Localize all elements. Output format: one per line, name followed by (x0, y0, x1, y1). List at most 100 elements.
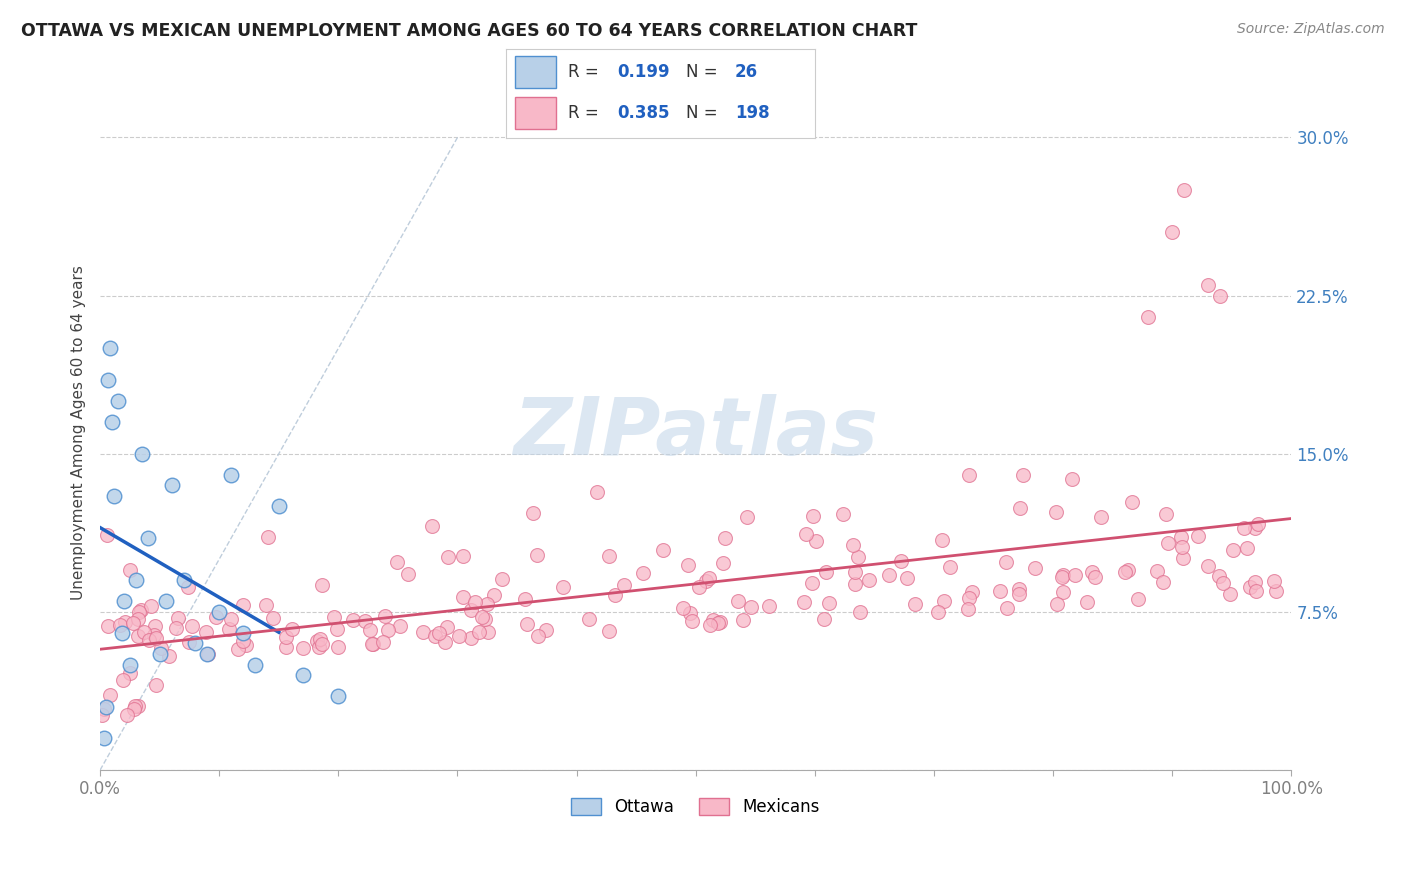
Point (139, 599, 162, 613)
Point (108, 618, 131, 632)
Point (326, 640, 349, 654)
Point (1247, 517, 1270, 532)
Point (274, 640, 297, 655)
Point (709, 615, 731, 630)
Point (97, 618, 120, 632)
Point (1244, 521, 1267, 535)
Point (94, 699, 117, 714)
Point (117, 707, 139, 722)
Point (311, 637, 333, 651)
Point (1137, 310, 1160, 324)
Point (1008, 500, 1031, 515)
Text: OTTAWA VS MEXICAN UNEMPLOYMENT AMONG AGES 60 TO 64 YEARS CORRELATION CHART: OTTAWA VS MEXICAN UNEMPLOYMENT AMONG AGE… (21, 22, 918, 40)
Point (232, 634, 254, 648)
Point (423, 630, 446, 644)
Point (232, 626, 254, 640)
Point (842, 537, 865, 551)
Point (420, 519, 443, 533)
Point (322, 610, 344, 624)
Point (960, 585, 983, 599)
Point (389, 619, 412, 633)
Point (484, 588, 506, 602)
Point (451, 549, 474, 563)
Point (697, 571, 720, 585)
Point (1121, 495, 1143, 509)
Point (374, 609, 396, 624)
Point (793, 595, 815, 609)
Point (844, 577, 866, 591)
Point (120, 665, 142, 680)
Point (166, 611, 188, 625)
Point (437, 549, 460, 564)
Text: 26: 26 (735, 63, 758, 81)
Point (1197, 559, 1219, 574)
Point (309, 632, 332, 647)
Point (927, 605, 949, 619)
Text: Source: ZipAtlas.com: Source: ZipAtlas.com (1237, 22, 1385, 37)
Text: ZIPatlas: ZIPatlas (513, 393, 879, 472)
Point (890, 554, 912, 568)
FancyBboxPatch shape (516, 56, 555, 88)
Point (1080, 566, 1102, 580)
Point (177, 634, 200, 648)
Point (758, 599, 780, 614)
Point (98, 688, 121, 702)
Point (995, 600, 1018, 615)
Point (464, 594, 486, 608)
Point (360, 637, 382, 651)
Point (904, 598, 927, 612)
Point (1173, 183, 1195, 197)
Point (522, 506, 544, 520)
Point (513, 591, 536, 606)
Point (136, 531, 159, 545)
Point (603, 588, 626, 602)
Point (121, 615, 143, 630)
Point (1052, 585, 1074, 599)
Point (342, 613, 364, 627)
Point (957, 591, 980, 605)
Point (672, 600, 695, 615)
Point (127, 629, 149, 643)
Point (1152, 574, 1174, 589)
Point (1233, 520, 1256, 534)
Point (1197, 278, 1219, 293)
Point (1052, 567, 1074, 582)
Point (815, 565, 838, 579)
Point (112, 594, 135, 608)
Point (1209, 288, 1232, 302)
Point (460, 603, 482, 617)
Point (160, 478, 183, 492)
Point (1187, 529, 1209, 543)
Point (118, 657, 141, 672)
Text: 0.385: 0.385 (617, 104, 671, 122)
Point (988, 583, 1011, 598)
Point (1263, 574, 1285, 588)
Point (1156, 535, 1178, 549)
Text: R =: R = (568, 104, 605, 122)
Point (177, 580, 200, 594)
Point (1244, 583, 1267, 598)
Point (110, 626, 132, 640)
Point (711, 556, 734, 570)
Point (305, 633, 328, 648)
Point (1076, 595, 1098, 609)
Point (124, 699, 146, 714)
Point (1060, 472, 1083, 486)
Point (218, 623, 240, 637)
Point (131, 447, 153, 461)
Point (527, 629, 550, 643)
Point (145, 619, 167, 633)
Point (93, 731, 115, 746)
Point (396, 566, 419, 581)
Point (474, 612, 496, 626)
Point (957, 467, 980, 482)
Point (1084, 570, 1107, 584)
Point (90, 708, 112, 723)
Point (219, 467, 242, 482)
Point (112, 673, 135, 688)
Point (598, 624, 620, 638)
Point (359, 623, 381, 637)
Point (1114, 565, 1136, 579)
Point (813, 612, 835, 626)
Point (328, 689, 350, 703)
